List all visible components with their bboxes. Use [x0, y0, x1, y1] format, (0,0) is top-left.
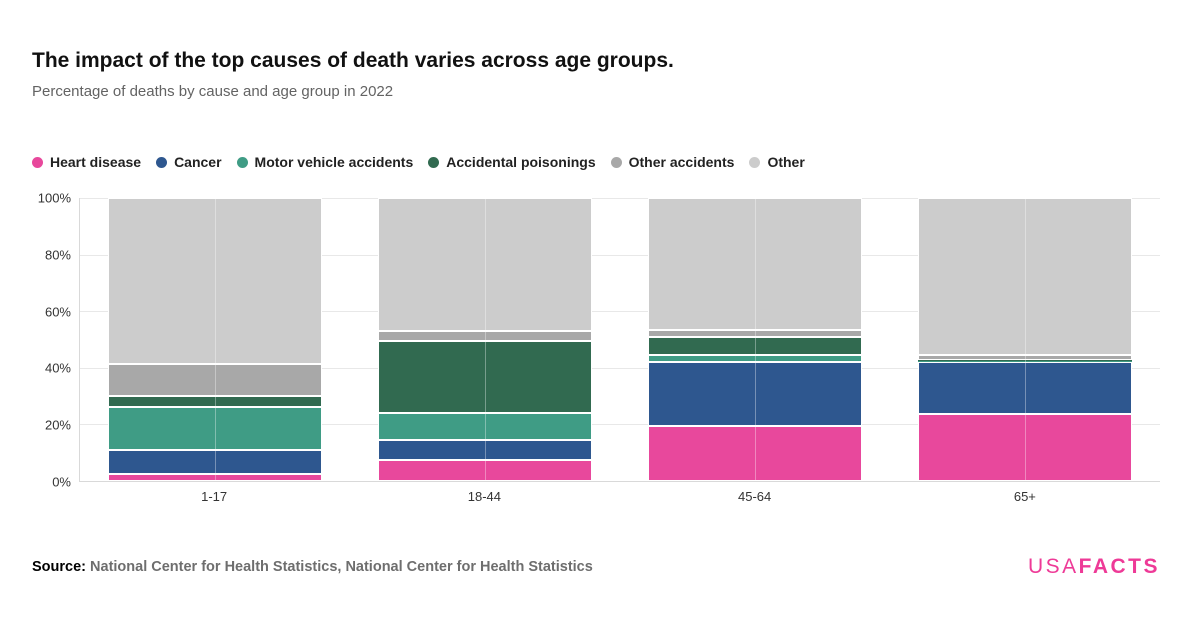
legend-item[interactable]: Heart disease: [32, 154, 141, 170]
bar-segment[interactable]: [648, 362, 862, 426]
bar-segment[interactable]: [108, 473, 322, 481]
x-axis-label: 1-17: [201, 489, 228, 504]
legend-dot-icon: [236, 156, 248, 168]
legend-item[interactable]: Accidental poisonings: [428, 154, 596, 170]
bars: [80, 198, 1160, 481]
bar-band: [350, 198, 620, 481]
bar-segment[interactable]: [108, 396, 322, 408]
y-tick-label: 40%: [44, 360, 71, 376]
legend-item[interactable]: Other accidents: [610, 154, 735, 170]
bar-segment[interactable]: [378, 331, 592, 341]
legend-item[interactable]: Cancer: [156, 154, 222, 170]
y-tick-label: 0%: [52, 474, 71, 490]
bar-segment[interactable]: [648, 355, 862, 363]
bar-segment[interactable]: [648, 198, 862, 330]
bar-segment[interactable]: [378, 198, 592, 331]
chart-title: The impact of the top causes of death va…: [32, 49, 674, 72]
bar-segment[interactable]: [378, 439, 592, 460]
legend-dot-icon: [156, 156, 168, 168]
gridline: [80, 311, 1160, 313]
source-label: Source:: [32, 559, 86, 575]
bar-segment[interactable]: [108, 363, 322, 397]
stacked-bar-65+: [918, 198, 1132, 481]
usafacts-logo-facts: FACTS: [1078, 555, 1160, 578]
bar-band: [80, 198, 350, 481]
bar-segment[interactable]: [378, 413, 592, 440]
x-axis: 1-17 18-44 45-64 65+: [79, 489, 1160, 504]
bar-band: [890, 198, 1160, 481]
source-line: Source: National Center for Health Stati…: [32, 559, 593, 575]
chart-subtitle: Percentage of deaths by cause and age gr…: [32, 83, 394, 100]
y-tick-label: 60%: [44, 304, 71, 320]
bar-band: [620, 198, 890, 481]
bar-segment[interactable]: [108, 198, 322, 364]
gridline: [80, 198, 1160, 199]
legend-dot-icon: [610, 156, 622, 168]
gridline: [80, 254, 1160, 256]
legend-label: Other: [767, 154, 805, 170]
x-axis-label: 65+: [1013, 489, 1036, 504]
bar-segment[interactable]: [648, 329, 862, 337]
bar-segment[interactable]: [108, 449, 322, 474]
y-tick-label: 20%: [44, 417, 71, 433]
legend-dot-icon: [749, 156, 761, 168]
y-tick-label: 80%: [44, 247, 71, 263]
bar-segment[interactable]: [918, 414, 1132, 481]
legend-label: Heart disease: [50, 154, 142, 170]
legend-label: Cancer: [174, 154, 222, 170]
usafacts-logo-usa: USA: [1027, 555, 1079, 578]
gridline: [80, 367, 1160, 369]
legend-dot-icon: [32, 156, 43, 168]
bar-segment[interactable]: [918, 362, 1132, 415]
bar-segment[interactable]: [648, 425, 862, 481]
x-axis-label: 18-44: [467, 489, 501, 504]
legend-item[interactable]: Motor vehicle accidents: [236, 154, 414, 170]
bar-segment[interactable]: [108, 407, 322, 450]
stacked-bar-1-17: [108, 198, 322, 481]
y-tick-label: 100%: [37, 190, 71, 206]
usafacts-logo[interactable]: USAFACTS: [1028, 555, 1160, 579]
legend-label: Other accidents: [628, 154, 735, 170]
footer: Source: National Center for Health Stati…: [32, 555, 1160, 579]
bar-segment[interactable]: [378, 340, 592, 414]
bar-segment[interactable]: [918, 198, 1132, 355]
stacked-bar-18-44: [378, 198, 592, 481]
plot-area: [79, 198, 1160, 482]
x-axis-label: 45-64: [738, 489, 772, 504]
legend-dot-icon: [428, 156, 440, 168]
source-text: National Center for Health Statistics, N…: [86, 559, 593, 575]
bar-segment[interactable]: [648, 336, 862, 356]
stacked-bar-45-64: [648, 198, 862, 481]
bar-segment[interactable]: [378, 459, 592, 481]
legend-item[interactable]: Other: [749, 154, 805, 170]
gridline: [80, 424, 1160, 426]
legend-label: Motor vehicle accidents: [254, 154, 414, 170]
y-axis: 0% 20% 40% 60% 80% 100%: [32, 191, 79, 490]
chart-area: 0% 20% 40% 60% 80% 100%: [32, 191, 1160, 490]
legend-label: Accidental poisonings: [446, 154, 596, 170]
legend: Heart disease Cancer Motor vehicle acciden…: [32, 153, 1160, 171]
